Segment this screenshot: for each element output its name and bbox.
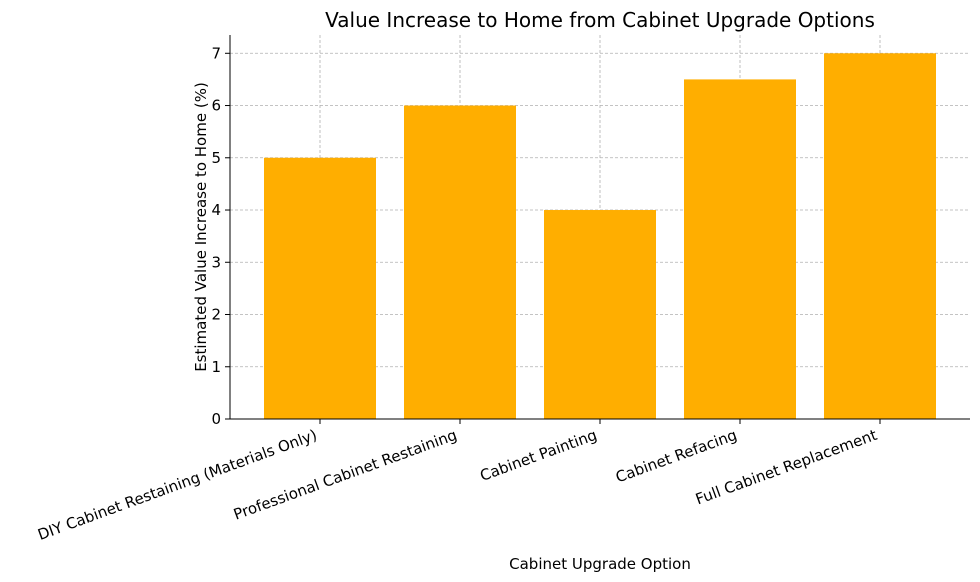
y-tick-label: 0 [211,410,221,428]
x-axis-label: Cabinet Upgrade Option [509,555,691,573]
bar-0 [264,157,376,419]
y-tick-label: 6 [211,97,221,115]
y-tick-label: 2 [211,306,221,324]
bar-3 [684,79,796,419]
x-tick-label: Cabinet Refacing [613,426,739,487]
y-tick-label: 3 [211,253,221,271]
y-tick-label: 7 [211,44,221,62]
y-tick-label: 1 [211,358,221,376]
bar-2 [544,210,656,419]
chart-title: Value Increase to Home from Cabinet Upgr… [325,8,875,32]
x-tick-label: Cabinet Painting [478,426,600,485]
x-tick-label: Professional Cabinet Restaining [231,426,459,524]
x-ticks: DIY Cabinet Restaining (Materials Only)P… [35,419,881,544]
bar-4 [824,53,936,420]
y-axis-label: Estimated Value Increase to Home (%) [192,82,210,372]
bar-1 [404,105,516,419]
x-tick-label: DIY Cabinet Restaining (Materials Only) [35,426,319,544]
bars [264,53,936,420]
y-tick-label: 4 [211,201,221,219]
y-tick-label: 5 [211,149,221,167]
y-ticks: 0 1 2 3 4 5 6 7 [211,44,230,428]
